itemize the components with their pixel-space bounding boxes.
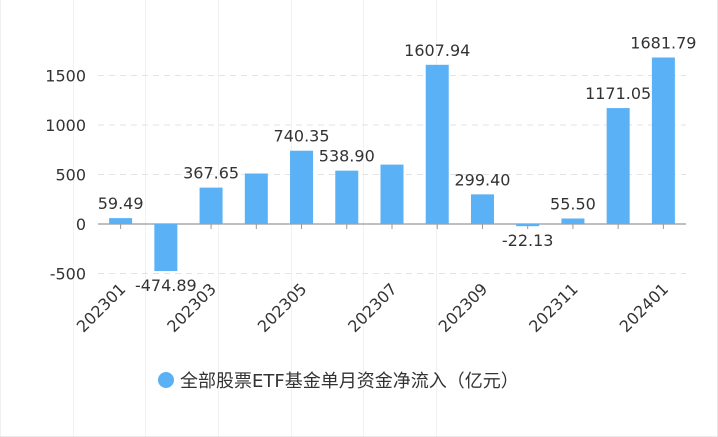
bar-202303 [199,187,223,224]
bar-202307 [380,164,404,224]
data-label-202302: -474.89 [135,276,197,295]
data-label-202306: 538.90 [319,147,375,166]
data-label-202310: -22.13 [502,231,554,250]
y-tick-label: 1000 [45,116,86,135]
bar-202309 [470,194,494,224]
bar-202304 [244,173,268,224]
legend: 全部股票ETF基金单月资金净流入（亿元） [158,371,519,392]
data-label-202308: 1607.94 [404,41,470,60]
bar-202306 [335,170,359,224]
bars [109,57,675,272]
data-label-202311: 55.50 [550,195,596,214]
bar-202308 [425,64,449,225]
horizontal-gridlines [98,75,686,274]
data-label-202309: 299.40 [454,170,510,189]
y-tick-label: 500 [55,166,86,185]
bar-202305 [290,150,314,224]
data-label-202303: 367.65 [183,164,239,183]
bar-202302 [154,224,178,272]
data-label-202305: 740.35 [274,127,330,146]
bar-202311 [561,218,585,224]
data-label-202312: 1171.05 [585,84,651,103]
bar-202301 [109,218,133,224]
data-label-202301: 59.49 [98,194,144,213]
bar-202401 [651,57,675,224]
legend-marker [158,372,174,388]
y-tick-label: -500 [50,265,86,284]
data-label-202401: 1681.79 [630,34,696,53]
legend-label: 全部股票ETF基金单月资金净流入（亿元） [180,371,519,392]
bar-202310 [516,224,540,227]
bar-202312 [606,108,630,224]
y-tick-label: 0 [76,215,86,234]
y-tick-label: 1500 [45,67,86,86]
